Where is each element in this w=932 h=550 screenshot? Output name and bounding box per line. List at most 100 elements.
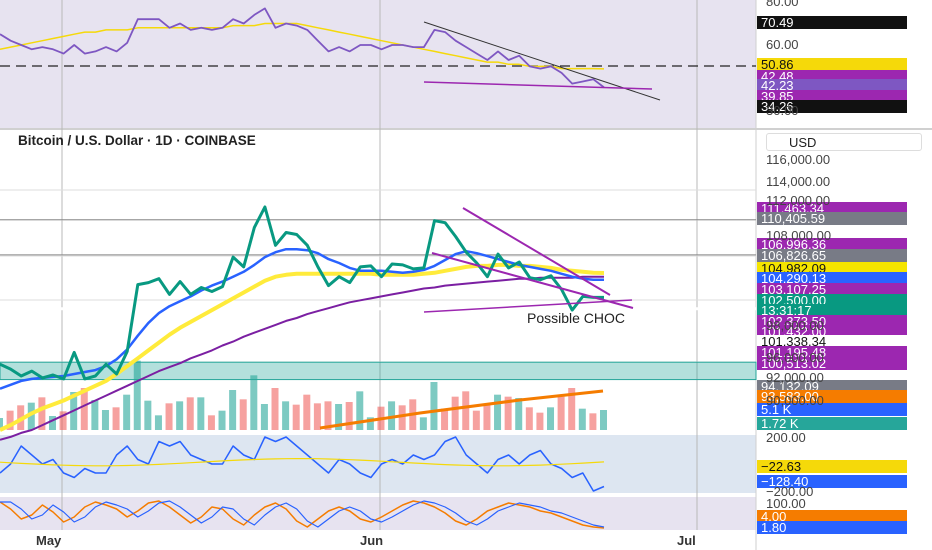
chart-title: Bitcoin / U.S. Dollar · 1D · COINBASE xyxy=(18,133,256,148)
price-value-label-6: 103,107.25 xyxy=(757,283,907,296)
rsi-value-label-4: 39.85 xyxy=(757,90,907,103)
volume-bar-43 xyxy=(451,396,459,430)
price-value-label-3: 106,826.65 xyxy=(757,249,907,262)
price-value-label-2: 106,996.36 xyxy=(757,238,907,251)
volume-bar-32 xyxy=(335,404,343,430)
orange-volume-ma xyxy=(319,389,604,430)
x-label-may: May xyxy=(36,533,62,548)
sma-mid-line xyxy=(0,262,605,432)
volume-bar-55 xyxy=(578,408,586,430)
wedge-upper-line xyxy=(462,207,611,296)
volume-bar-46 xyxy=(483,404,491,430)
volume-bar-30 xyxy=(313,403,321,430)
price-value-label-15: 93,583.00 xyxy=(757,390,907,403)
volume-bar-27 xyxy=(282,401,290,430)
volume-bar-18 xyxy=(186,397,194,430)
volume-bar-25 xyxy=(260,404,268,430)
volume-bar-19 xyxy=(197,397,205,430)
volume-bar-35 xyxy=(366,417,374,430)
volume-bar-28 xyxy=(292,404,300,430)
volume-bar-23 xyxy=(239,399,247,430)
volume-bar-45 xyxy=(472,410,480,430)
volume-bar-9 xyxy=(91,400,99,430)
wedge-lower-line xyxy=(431,252,634,309)
price-tick-6: 92,000.00 xyxy=(766,370,824,385)
volume-bar-52 xyxy=(547,407,555,430)
volume-bar-26 xyxy=(271,388,279,430)
volume-bar-48 xyxy=(504,396,512,430)
choc-annotation: Possible CHOC xyxy=(527,310,626,326)
rsi-ma-line xyxy=(0,22,605,70)
volume-bar-44 xyxy=(462,391,470,430)
volume-bar-31 xyxy=(324,401,332,430)
volume-bar-0 xyxy=(0,418,3,430)
price-value-label-7: 102,500.00 xyxy=(757,294,907,307)
price-value-label-1: 110,405.59 xyxy=(757,212,907,225)
rsi-tick-0: 80.00 xyxy=(766,0,799,9)
price-tick-4: 98,000.00 xyxy=(766,318,824,333)
price-tick-5: 96,000.00 xyxy=(766,350,824,365)
price-value-label-4: 104,982.09 xyxy=(757,262,907,275)
stoch-pane-bg xyxy=(0,497,756,530)
volume-bar-14 xyxy=(144,400,152,430)
rsi-value-label-1: 50.86 xyxy=(757,58,907,71)
volume-bar-5 xyxy=(48,416,56,430)
price-value-label-13: 100,513.02 xyxy=(757,357,907,370)
stoch-value-label-1: 1.80 xyxy=(757,521,907,534)
price-value-label-16: 5.1 K xyxy=(757,403,907,416)
volume-bar-16 xyxy=(165,403,173,430)
rsi-tick-1: 60.00 xyxy=(766,37,799,52)
volume-bar-15 xyxy=(154,415,162,430)
currency-button[interactable]: USD xyxy=(766,133,922,151)
volume-bar-13 xyxy=(133,360,141,430)
cci-ma-line xyxy=(0,458,605,467)
volume-bar-20 xyxy=(207,415,215,430)
stoch-tick-0: 100.00 xyxy=(766,496,806,511)
volume-bar-12 xyxy=(123,394,131,430)
price-value-label-0: 111,463.34 xyxy=(757,202,907,215)
cci-value-label-0: −22.63 xyxy=(757,460,907,473)
volume-bar-42 xyxy=(441,408,449,430)
volume-bar-54 xyxy=(568,388,576,430)
rsi-value-label-5: 34.26 xyxy=(757,100,907,113)
price-value-label-10: 101,432.00 xyxy=(757,325,907,338)
price-value-label-14: 94,132.09 xyxy=(757,380,907,393)
volume-bar-40 xyxy=(419,417,427,430)
volume-bar-50 xyxy=(525,407,533,430)
cci-tick-0: 200.00 xyxy=(766,430,806,445)
price-value-label-17: 1.72 K xyxy=(757,417,907,430)
price-tick-0: 116,000.00 xyxy=(766,152,831,167)
volume-bar-17 xyxy=(176,401,184,430)
x-label-jun: Jun xyxy=(360,533,384,548)
price-value-label-5: 104,290.13 xyxy=(757,272,907,285)
rsi-trendline-black xyxy=(423,21,661,101)
close-price-line xyxy=(0,205,604,381)
price-value-label-12: 101,195.48 xyxy=(757,346,907,359)
volume-bar-38 xyxy=(398,405,406,430)
rsi-pane-bg xyxy=(0,0,756,128)
support-zone xyxy=(0,361,757,381)
price-tick-1: 114,000.00 xyxy=(766,174,831,189)
price-value-label-9: 102,373.50 xyxy=(757,315,907,328)
cci-value-label-1: −128.40 xyxy=(757,475,907,488)
rsi-value-label-3: 42.23 xyxy=(757,79,907,92)
volume-bar-11 xyxy=(112,407,120,430)
stoch-value-label-0: 4.00 xyxy=(757,510,907,523)
volume-bar-8 xyxy=(80,388,88,430)
cci-pane-bg xyxy=(0,435,756,493)
volume-bar-21 xyxy=(218,410,226,430)
volume-bar-24 xyxy=(250,375,258,430)
cci-tick-1: −200.00 xyxy=(766,484,814,499)
volume-bar-29 xyxy=(303,394,311,430)
volume-bar-6 xyxy=(59,411,67,430)
stoch-d-line xyxy=(0,500,605,528)
volume-bar-51 xyxy=(536,412,544,430)
choc-line xyxy=(423,299,633,313)
volume-bar-33 xyxy=(345,402,353,430)
volume-bar-10 xyxy=(101,410,109,430)
stoch-k-line xyxy=(0,500,605,529)
volume-bar-22 xyxy=(229,390,237,430)
volume-bar-3 xyxy=(27,402,35,430)
rsi-tick-2: 30.00 xyxy=(766,103,799,118)
